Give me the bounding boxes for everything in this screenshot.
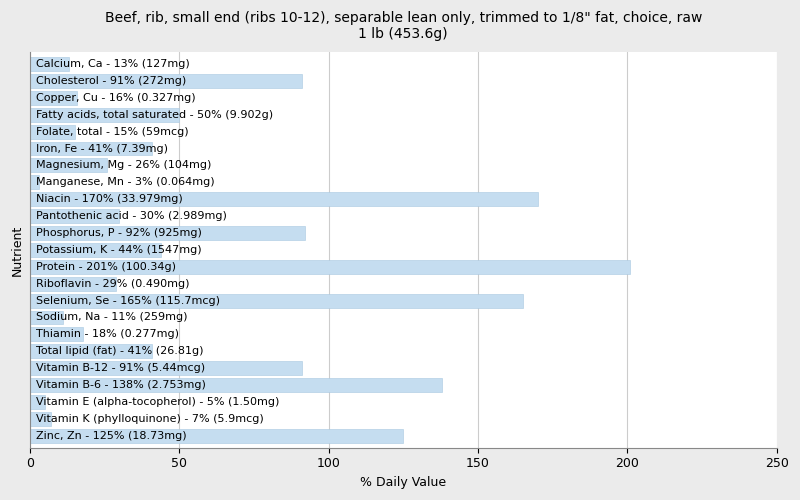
Bar [30, 108, 179, 122]
Bar [30, 429, 403, 442]
Text: Vitamin K (phylloquinone) - 7% (5.9mcg): Vitamin K (phylloquinone) - 7% (5.9mcg) [36, 414, 263, 424]
Bar [30, 412, 50, 426]
Title: Beef, rib, small end (ribs 10-12), separable lean only, trimmed to 1/8" fat, cho: Beef, rib, small end (ribs 10-12), separ… [105, 11, 702, 42]
Text: Magnesium, Mg - 26% (104mg): Magnesium, Mg - 26% (104mg) [36, 160, 211, 170]
Text: Copper, Cu - 16% (0.327mg): Copper, Cu - 16% (0.327mg) [36, 93, 195, 103]
Text: Vitamin B-6 - 138% (2.753mg): Vitamin B-6 - 138% (2.753mg) [36, 380, 206, 390]
Bar [30, 192, 538, 206]
Bar [30, 344, 152, 358]
Text: Protein - 201% (100.34g): Protein - 201% (100.34g) [36, 262, 176, 272]
Text: Pantothenic acid - 30% (2.989mg): Pantothenic acid - 30% (2.989mg) [36, 211, 226, 221]
Text: Fatty acids, total saturated - 50% (9.902g): Fatty acids, total saturated - 50% (9.90… [36, 110, 273, 120]
Y-axis label: Nutrient: Nutrient [11, 224, 24, 276]
Text: Selenium, Se - 165% (115.7mcg): Selenium, Se - 165% (115.7mcg) [36, 296, 220, 306]
Text: Zinc, Zn - 125% (18.73mg): Zinc, Zn - 125% (18.73mg) [36, 431, 186, 441]
Bar [30, 362, 302, 375]
X-axis label: % Daily Value: % Daily Value [360, 476, 446, 489]
Text: Cholesterol - 91% (272mg): Cholesterol - 91% (272mg) [36, 76, 186, 86]
Text: Calcium, Ca - 13% (127mg): Calcium, Ca - 13% (127mg) [36, 59, 190, 69]
Text: Thiamin - 18% (0.277mg): Thiamin - 18% (0.277mg) [36, 330, 178, 340]
Bar [30, 277, 116, 290]
Bar [30, 91, 78, 105]
Bar [30, 260, 630, 274]
Text: Phosphorus, P - 92% (925mg): Phosphorus, P - 92% (925mg) [36, 228, 202, 238]
Bar [30, 294, 523, 308]
Bar [30, 158, 107, 172]
Bar [30, 74, 302, 88]
Bar [30, 378, 442, 392]
Bar [30, 176, 38, 189]
Text: Sodium, Na - 11% (259mg): Sodium, Na - 11% (259mg) [36, 312, 187, 322]
Text: Niacin - 170% (33.979mg): Niacin - 170% (33.979mg) [36, 194, 182, 204]
Bar [30, 142, 152, 156]
Bar [30, 243, 161, 257]
Bar [30, 57, 69, 71]
Bar [30, 395, 45, 409]
Text: Potassium, K - 44% (1547mg): Potassium, K - 44% (1547mg) [36, 245, 202, 255]
Text: Riboflavin - 29% (0.490mg): Riboflavin - 29% (0.490mg) [36, 278, 189, 288]
Text: Vitamin E (alpha-tocopherol) - 5% (1.50mg): Vitamin E (alpha-tocopherol) - 5% (1.50m… [36, 397, 279, 407]
Text: Manganese, Mn - 3% (0.064mg): Manganese, Mn - 3% (0.064mg) [36, 178, 214, 188]
Text: Iron, Fe - 41% (7.39mg): Iron, Fe - 41% (7.39mg) [36, 144, 168, 154]
Bar [30, 226, 305, 240]
Text: Total lipid (fat) - 41% (26.81g): Total lipid (fat) - 41% (26.81g) [36, 346, 203, 356]
Text: Folate, total - 15% (59mcg): Folate, total - 15% (59mcg) [36, 126, 188, 136]
Bar [30, 124, 74, 138]
Bar [30, 209, 119, 223]
Bar [30, 328, 83, 342]
Text: Vitamin B-12 - 91% (5.44mcg): Vitamin B-12 - 91% (5.44mcg) [36, 363, 205, 373]
Bar [30, 310, 62, 324]
